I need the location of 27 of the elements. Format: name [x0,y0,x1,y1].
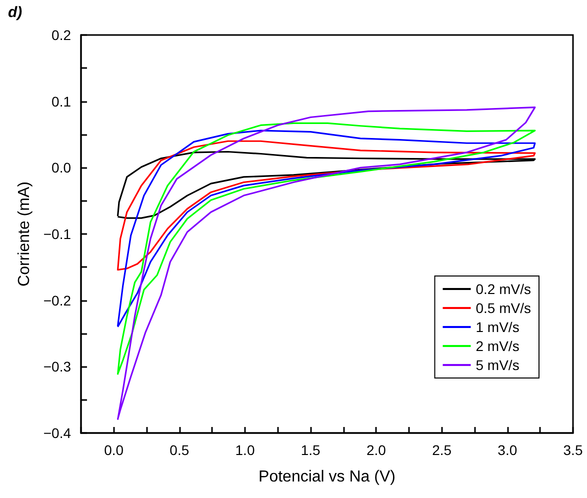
legend-label: 0.5 mV/s [476,300,532,316]
x-tick-label: 0.0 [104,442,124,458]
line-series [116,140,536,272]
y-tick-label: 0.2 [52,27,72,43]
x-axis-title: Potencial vs Na (V) [258,468,396,486]
legend-label: 0.2 mV/s [476,281,532,297]
x-tick-label: 1.5 [300,442,321,458]
y-tick-label: 0.0 [52,160,72,176]
x-tick-label: 3.0 [498,442,518,458]
legend-label: 5 mV/s [476,357,520,373]
x-tick-label: 3.5 [563,442,583,458]
line-series [116,106,536,421]
line-series [116,122,536,376]
y-tick-label: −0.4 [43,425,72,441]
legend-label: 2 mV/s [476,338,520,354]
x-tick-label: 2.0 [366,442,386,458]
y-tick-label: −0.1 [43,226,72,242]
y-tick-label: −0.3 [43,358,72,375]
text: d) [8,4,22,21]
legend-label: 1 mV/s [476,319,520,335]
x-tick-label: 2.5 [432,442,452,458]
x-tick-label: 0.5 [170,442,190,458]
y-tick-label: 0.1 [52,93,72,110]
x-tick-label: 1.0 [235,442,255,458]
y-tick-label: −0.2 [43,292,72,308]
line-series [116,150,536,219]
y-axis-title: Corriente (mA) [16,182,33,286]
